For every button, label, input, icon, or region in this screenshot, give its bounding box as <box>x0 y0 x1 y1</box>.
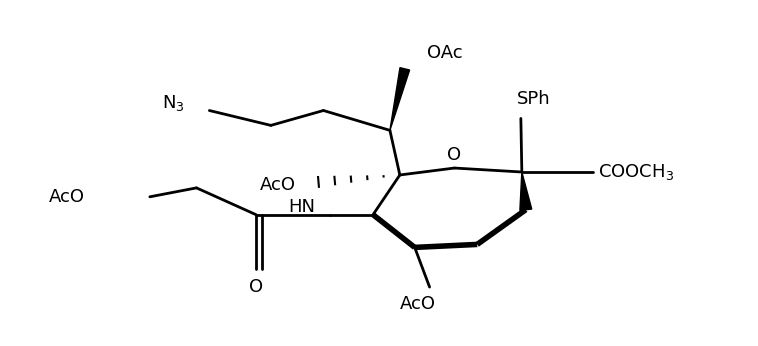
Text: O: O <box>447 146 462 164</box>
Text: AcO: AcO <box>49 188 84 206</box>
Text: AcO: AcO <box>260 176 296 194</box>
Text: N$_3$: N$_3$ <box>162 93 185 112</box>
Text: SPh: SPh <box>517 90 550 108</box>
Polygon shape <box>390 68 409 130</box>
Text: COOCH$_3$: COOCH$_3$ <box>598 162 675 182</box>
Polygon shape <box>520 172 531 210</box>
Text: HN: HN <box>289 198 315 216</box>
Text: OAc: OAc <box>427 44 462 62</box>
Text: O: O <box>249 278 263 296</box>
Text: AcO: AcO <box>399 295 436 313</box>
